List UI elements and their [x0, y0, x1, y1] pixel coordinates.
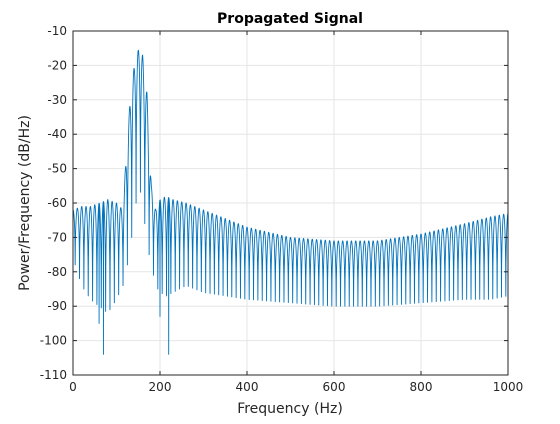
x-tick-label: 800 — [410, 380, 433, 394]
y-tick-label: -60 — [47, 196, 67, 210]
chart-title: Propagated Signal — [217, 11, 363, 27]
y-tick-label: -20 — [47, 58, 67, 72]
x-axis-label: Frequency (Hz) — [237, 401, 343, 417]
plot-area — [72, 49, 509, 355]
x-tick-label: 0 — [69, 380, 77, 394]
x-tick-label: 200 — [149, 380, 172, 394]
x-tick-label: 400 — [236, 380, 259, 394]
x-tick-label: 1000 — [493, 380, 524, 394]
grid — [73, 31, 508, 375]
y-tick-label: -50 — [47, 162, 67, 176]
x-tick-label: 600 — [323, 380, 346, 394]
y-tick-label: -40 — [47, 127, 67, 141]
y-axis-label: Power/Frequency (dB/Hz) — [17, 115, 33, 291]
y-tick-label: -30 — [47, 93, 67, 107]
y-tick-label: -10 — [47, 24, 67, 38]
y-tick-label: -100 — [40, 334, 67, 348]
ticks: 0 200 400 600 800 1000 -110 -100 -90 -80 -70 -60 -50… — [40, 24, 524, 394]
y-tick-label: -70 — [47, 230, 67, 244]
psd-series-line — [72, 49, 509, 355]
y-tick-label: -110 — [40, 368, 67, 382]
y-tick-label: -90 — [47, 299, 67, 313]
y-tick-label: -80 — [47, 265, 67, 279]
